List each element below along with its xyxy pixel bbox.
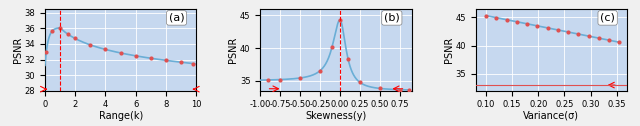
Point (55, 27, 65, 29)
Point (41, 51, 51, 53)
Point (501, 19, 511, 21)
X-axis label: Range(k): Range(k) (99, 111, 143, 121)
Point (295, 77, 305, 79)
Point (327, 46, 337, 48)
Point (553, 29, 563, 31)
Point (115, 52, 125, 54)
Point (343, 58, 353, 60)
Point (161, 59, 172, 61)
Text: (c): (c) (600, 13, 615, 23)
X-axis label: Skewness(y): Skewness(y) (305, 111, 367, 121)
Point (275, 78, 285, 81)
Y-axis label: PSNR: PSNR (444, 37, 454, 63)
Point (188, 63, 198, 65)
Point (263, 79, 273, 81)
Point (375, 87, 385, 89)
Y-axis label: PSNR: PSNR (13, 37, 23, 63)
Point (491, 17, 501, 19)
Point (543, 27, 553, 29)
Point (355, 81, 365, 83)
Point (315, 70, 325, 72)
Point (614, 41, 625, 43)
Point (47, 30, 58, 32)
Point (335, 19, 345, 21)
Point (131, 55, 141, 57)
Text: (a): (a) (169, 13, 184, 23)
Point (146, 57, 156, 59)
X-axis label: Variance(σ): Variance(σ) (524, 111, 579, 121)
Point (70, 37, 80, 39)
Point (404, 89, 415, 91)
Point (481, 15, 491, 17)
Point (584, 35, 594, 37)
Point (176, 61, 186, 63)
Point (594, 37, 604, 39)
Point (573, 33, 584, 35)
Point (63, 33, 73, 35)
Point (511, 21, 522, 23)
Point (522, 23, 532, 25)
Point (604, 39, 614, 41)
Point (395, 89, 405, 91)
Point (100, 48, 111, 50)
Point (563, 31, 573, 33)
Point (85, 44, 95, 46)
Point (532, 25, 543, 27)
Text: (b): (b) (384, 13, 400, 23)
Y-axis label: PSNR: PSNR (228, 37, 239, 63)
